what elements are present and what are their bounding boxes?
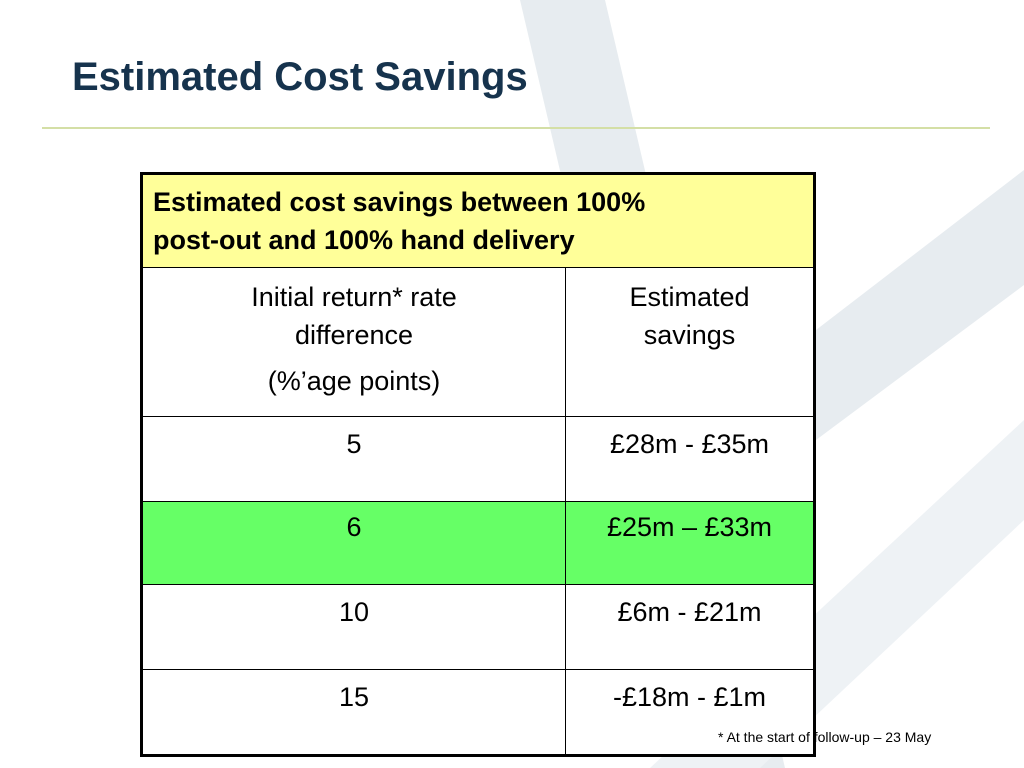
- table-caption-line-1: Estimated cost savings between 100%: [153, 187, 646, 217]
- column-header-savings-line-2: savings: [643, 320, 736, 350]
- estimated-savings-cell: £6m - £21m: [565, 584, 815, 670]
- estimated-savings-cell: -£18m - £1m: [565, 669, 815, 756]
- table-row-highlighted: 6 £25m – £33m: [141, 501, 815, 585]
- column-header-savings-line-1: Estimated: [629, 282, 750, 312]
- table-row: 5 £28m - £35m: [141, 416, 815, 502]
- footnote: * At the start of follow-up – 23 May: [718, 729, 932, 745]
- rate-difference-cell: 10: [141, 584, 566, 670]
- rate-difference-cell: 6: [141, 501, 566, 585]
- rate-difference-cell: 5: [141, 416, 566, 502]
- title-divider: [42, 127, 990, 129]
- rate-difference-cell: 15: [141, 669, 566, 756]
- column-header-row: Initial return* rate difference (%’age p…: [141, 267, 815, 417]
- estimated-savings-cell: £25m – £33m: [565, 501, 815, 585]
- column-header-estimated-savings: Estimated savings: [565, 267, 815, 417]
- column-header-rate-line-2: difference: [294, 320, 414, 350]
- slide-title: Estimated Cost Savings: [72, 55, 528, 99]
- table-caption-line-2: post-out and 100% hand delivery: [153, 225, 575, 255]
- column-header-rate-line-1: Initial return* rate: [251, 282, 457, 312]
- table-caption: Estimated cost savings between 100% post…: [141, 173, 815, 268]
- table-row: 15 -£18m - £1m: [141, 669, 815, 756]
- table-row: 10 £6m - £21m: [141, 584, 815, 670]
- column-header-rate-units: (%’age points): [267, 366, 441, 396]
- table-caption-row: Estimated cost savings between 100% post…: [141, 173, 815, 268]
- column-header-rate-difference: Initial return* rate difference (%’age p…: [141, 267, 566, 417]
- estimated-savings-cell: £28m - £35m: [565, 416, 815, 502]
- cost-savings-table: Estimated cost savings between 100% post…: [140, 172, 816, 757]
